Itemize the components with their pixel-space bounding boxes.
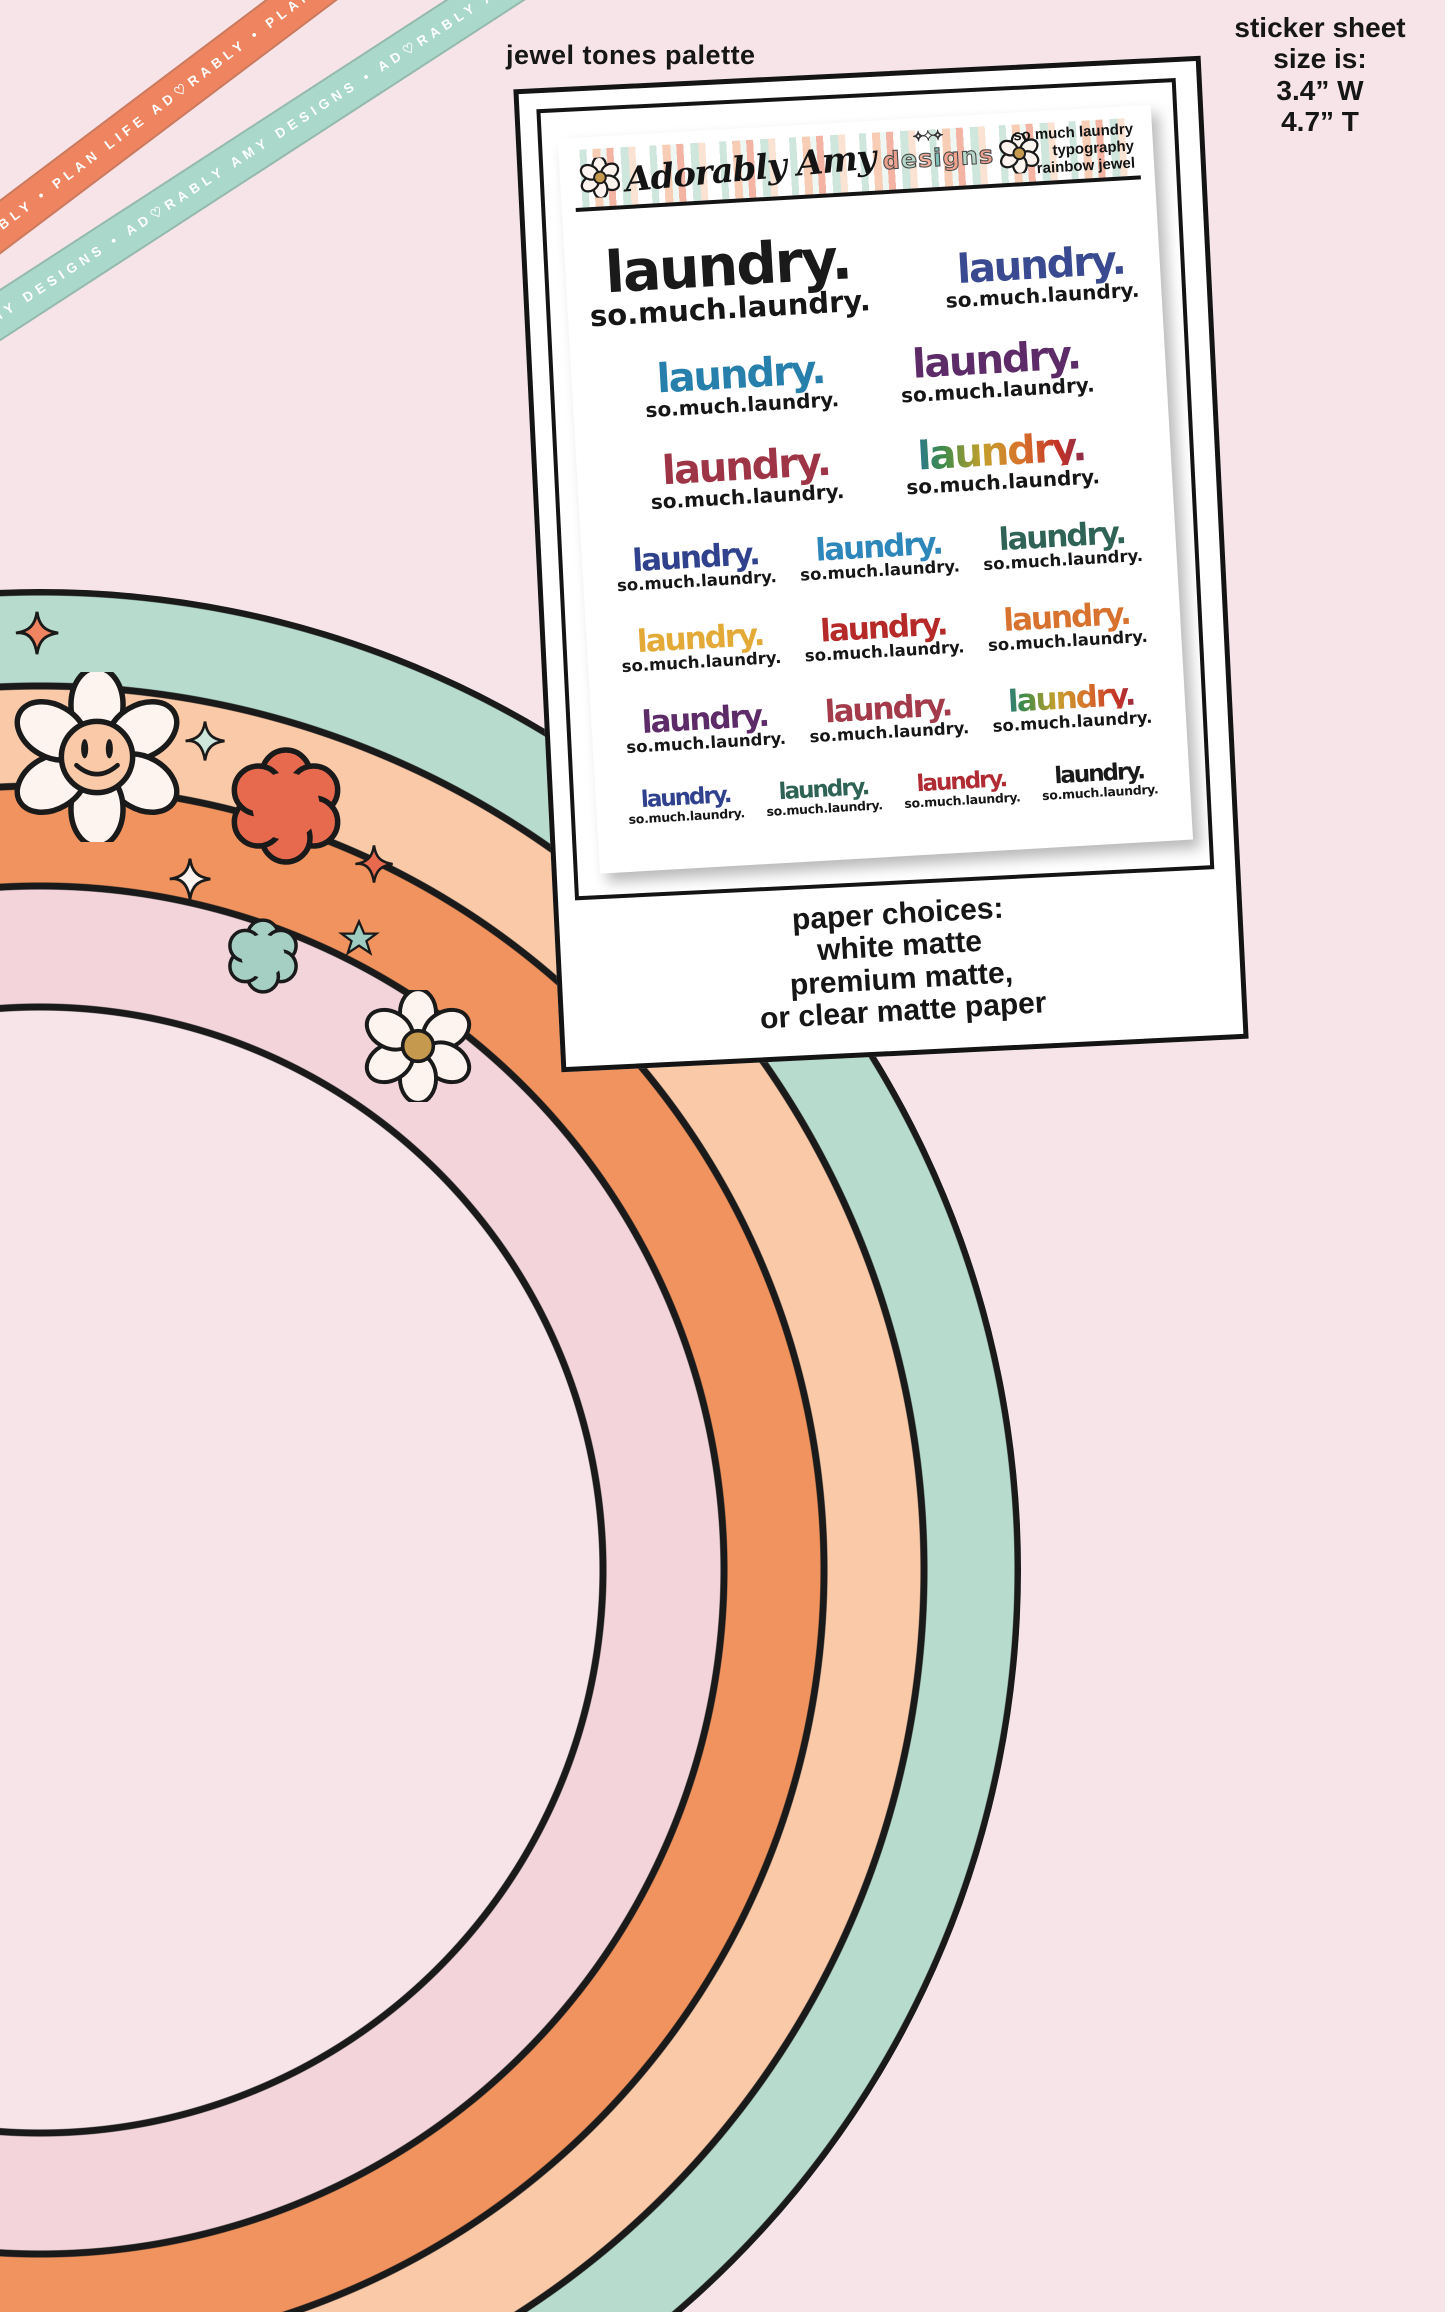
- palette-label: jewel tones palette: [506, 40, 756, 70]
- daisy-icon: [579, 156, 621, 199]
- sticker-subtext: so.much.laundry.: [903, 789, 1021, 812]
- smiley-daisy-icon: [14, 672, 180, 842]
- laundry-sticker: laundry. so.much.laundry.: [898, 332, 1095, 407]
- laundry-sticker: laundry. so.much.laundry.: [798, 525, 961, 584]
- sticker-subtext: so.much.laundry.: [766, 797, 884, 820]
- sparkle-icon: [15, 611, 59, 655]
- laundry-sticker: laundry. so.much.laundry.: [620, 617, 782, 676]
- laundry-sticker: laundry. so.much.laundry.: [803, 606, 965, 665]
- sticker-row: laundry. so.much.laundry. laundry. so.much.…: [596, 596, 1172, 677]
- sticker-row: laundry. so.much.laundry. laundry. so.much.…: [591, 515, 1167, 596]
- laundry-sticker: laundry. so.much.laundry.: [904, 424, 1101, 499]
- laundry-sticker: laundry. so.much.laundry.: [586, 226, 872, 332]
- brand-designs-letter: g: [941, 142, 962, 172]
- laundry-sticker: laundry. so.much.laundry.: [1041, 758, 1159, 804]
- brand-designs-letter: s: [917, 144, 935, 174]
- sticker-subtext: so.much.laundry.: [1041, 781, 1159, 804]
- sticker-row: laundry. so.much.laundry. laundry. so.much.…: [601, 676, 1177, 758]
- product-card: Adorably Amy ✧✦✧ designs: [513, 55, 1249, 1073]
- orange-flower-icon: [231, 747, 341, 865]
- sheet-header: Adorably Amy ✧✦✧ designs: [572, 117, 1141, 212]
- laundry-sticker: laundry. so.much.laundry.: [991, 676, 1153, 735]
- sparkle-icon: [355, 845, 393, 883]
- laundry-sticker: laundry. so.much.laundry.: [615, 536, 777, 595]
- sparkle-icon: [169, 858, 211, 900]
- sparkle-icon: [185, 721, 225, 761]
- brand-designs-logo: designs: [881, 140, 995, 176]
- laundry-sticker: laundry. so.much.laundry.: [903, 766, 1021, 812]
- sticker-row: laundry. so.much.laundry. laundry. so.much.…: [574, 218, 1152, 332]
- sticker-subtext: so.much.laundry.: [628, 805, 746, 828]
- white-daisy-icon: [364, 990, 472, 1102]
- sparkles-icon: ✧✦✧: [912, 126, 943, 145]
- paper-note: paper choices: white matte premium matte…: [558, 880, 1242, 1048]
- star-icon: [338, 918, 380, 956]
- teal-flower-icon: [228, 918, 298, 994]
- size-note-line: size is:: [1273, 43, 1367, 75]
- brand-designs-letter: s: [977, 140, 995, 170]
- laundry-sticker: laundry. so.much.laundry.: [986, 596, 1148, 655]
- sticker-rows: laundry. so.much.laundry. laundry. so.much.…: [562, 179, 1193, 874]
- laundry-sticker: laundry. so.much.laundry.: [807, 687, 970, 746]
- brand-designs-letter: d: [881, 146, 902, 176]
- sticker-row: laundry. so.much.laundry. laundry. so.much.…: [581, 332, 1157, 424]
- laundry-sticker: laundry. so.much.laundry.: [765, 774, 884, 820]
- size-note: sticker sheet size is: 3.4” W 4.7” T: [1205, 12, 1435, 137]
- inner-frame: Adorably Amy ✧✦✧ designs: [536, 78, 1215, 901]
- size-note-line: 3.4” W: [1276, 74, 1364, 106]
- laundry-sticker: laundry. so.much.laundry.: [981, 515, 1144, 574]
- brand-script-logo: Adorably Amy: [623, 137, 878, 201]
- daisy-icon: [998, 132, 1040, 175]
- sticker-row: laundry. so.much.laundry. laundry. so.much.…: [605, 758, 1180, 828]
- brand-designs-wrap: ✧✦✧ designs: [881, 126, 995, 176]
- laundry-sticker: laundry. so.much.laundry.: [648, 439, 845, 514]
- sticker-sheet: Adorably Amy ✧✦✧ designs: [557, 104, 1194, 874]
- laundry-sticker: laundry. so.much.laundry.: [627, 782, 746, 828]
- laundry-sticker: laundry. so.much.laundry.: [624, 698, 787, 757]
- laundry-sticker: laundry. so.much.laundry.: [643, 347, 840, 422]
- laundry-sticker: laundry. so.much.laundry.: [943, 237, 1140, 312]
- sticker-row: laundry. so.much.laundry. laundry. so.much.…: [586, 424, 1162, 516]
- size-note-line: 4.7” T: [1281, 106, 1359, 138]
- brand-designs-letter: e: [899, 145, 919, 175]
- sheet-title: so much laundry typography rainbow jewel: [1013, 121, 1136, 179]
- size-note-line: sticker sheet: [1234, 12, 1406, 43]
- brand-designs-letter: n: [959, 141, 980, 171]
